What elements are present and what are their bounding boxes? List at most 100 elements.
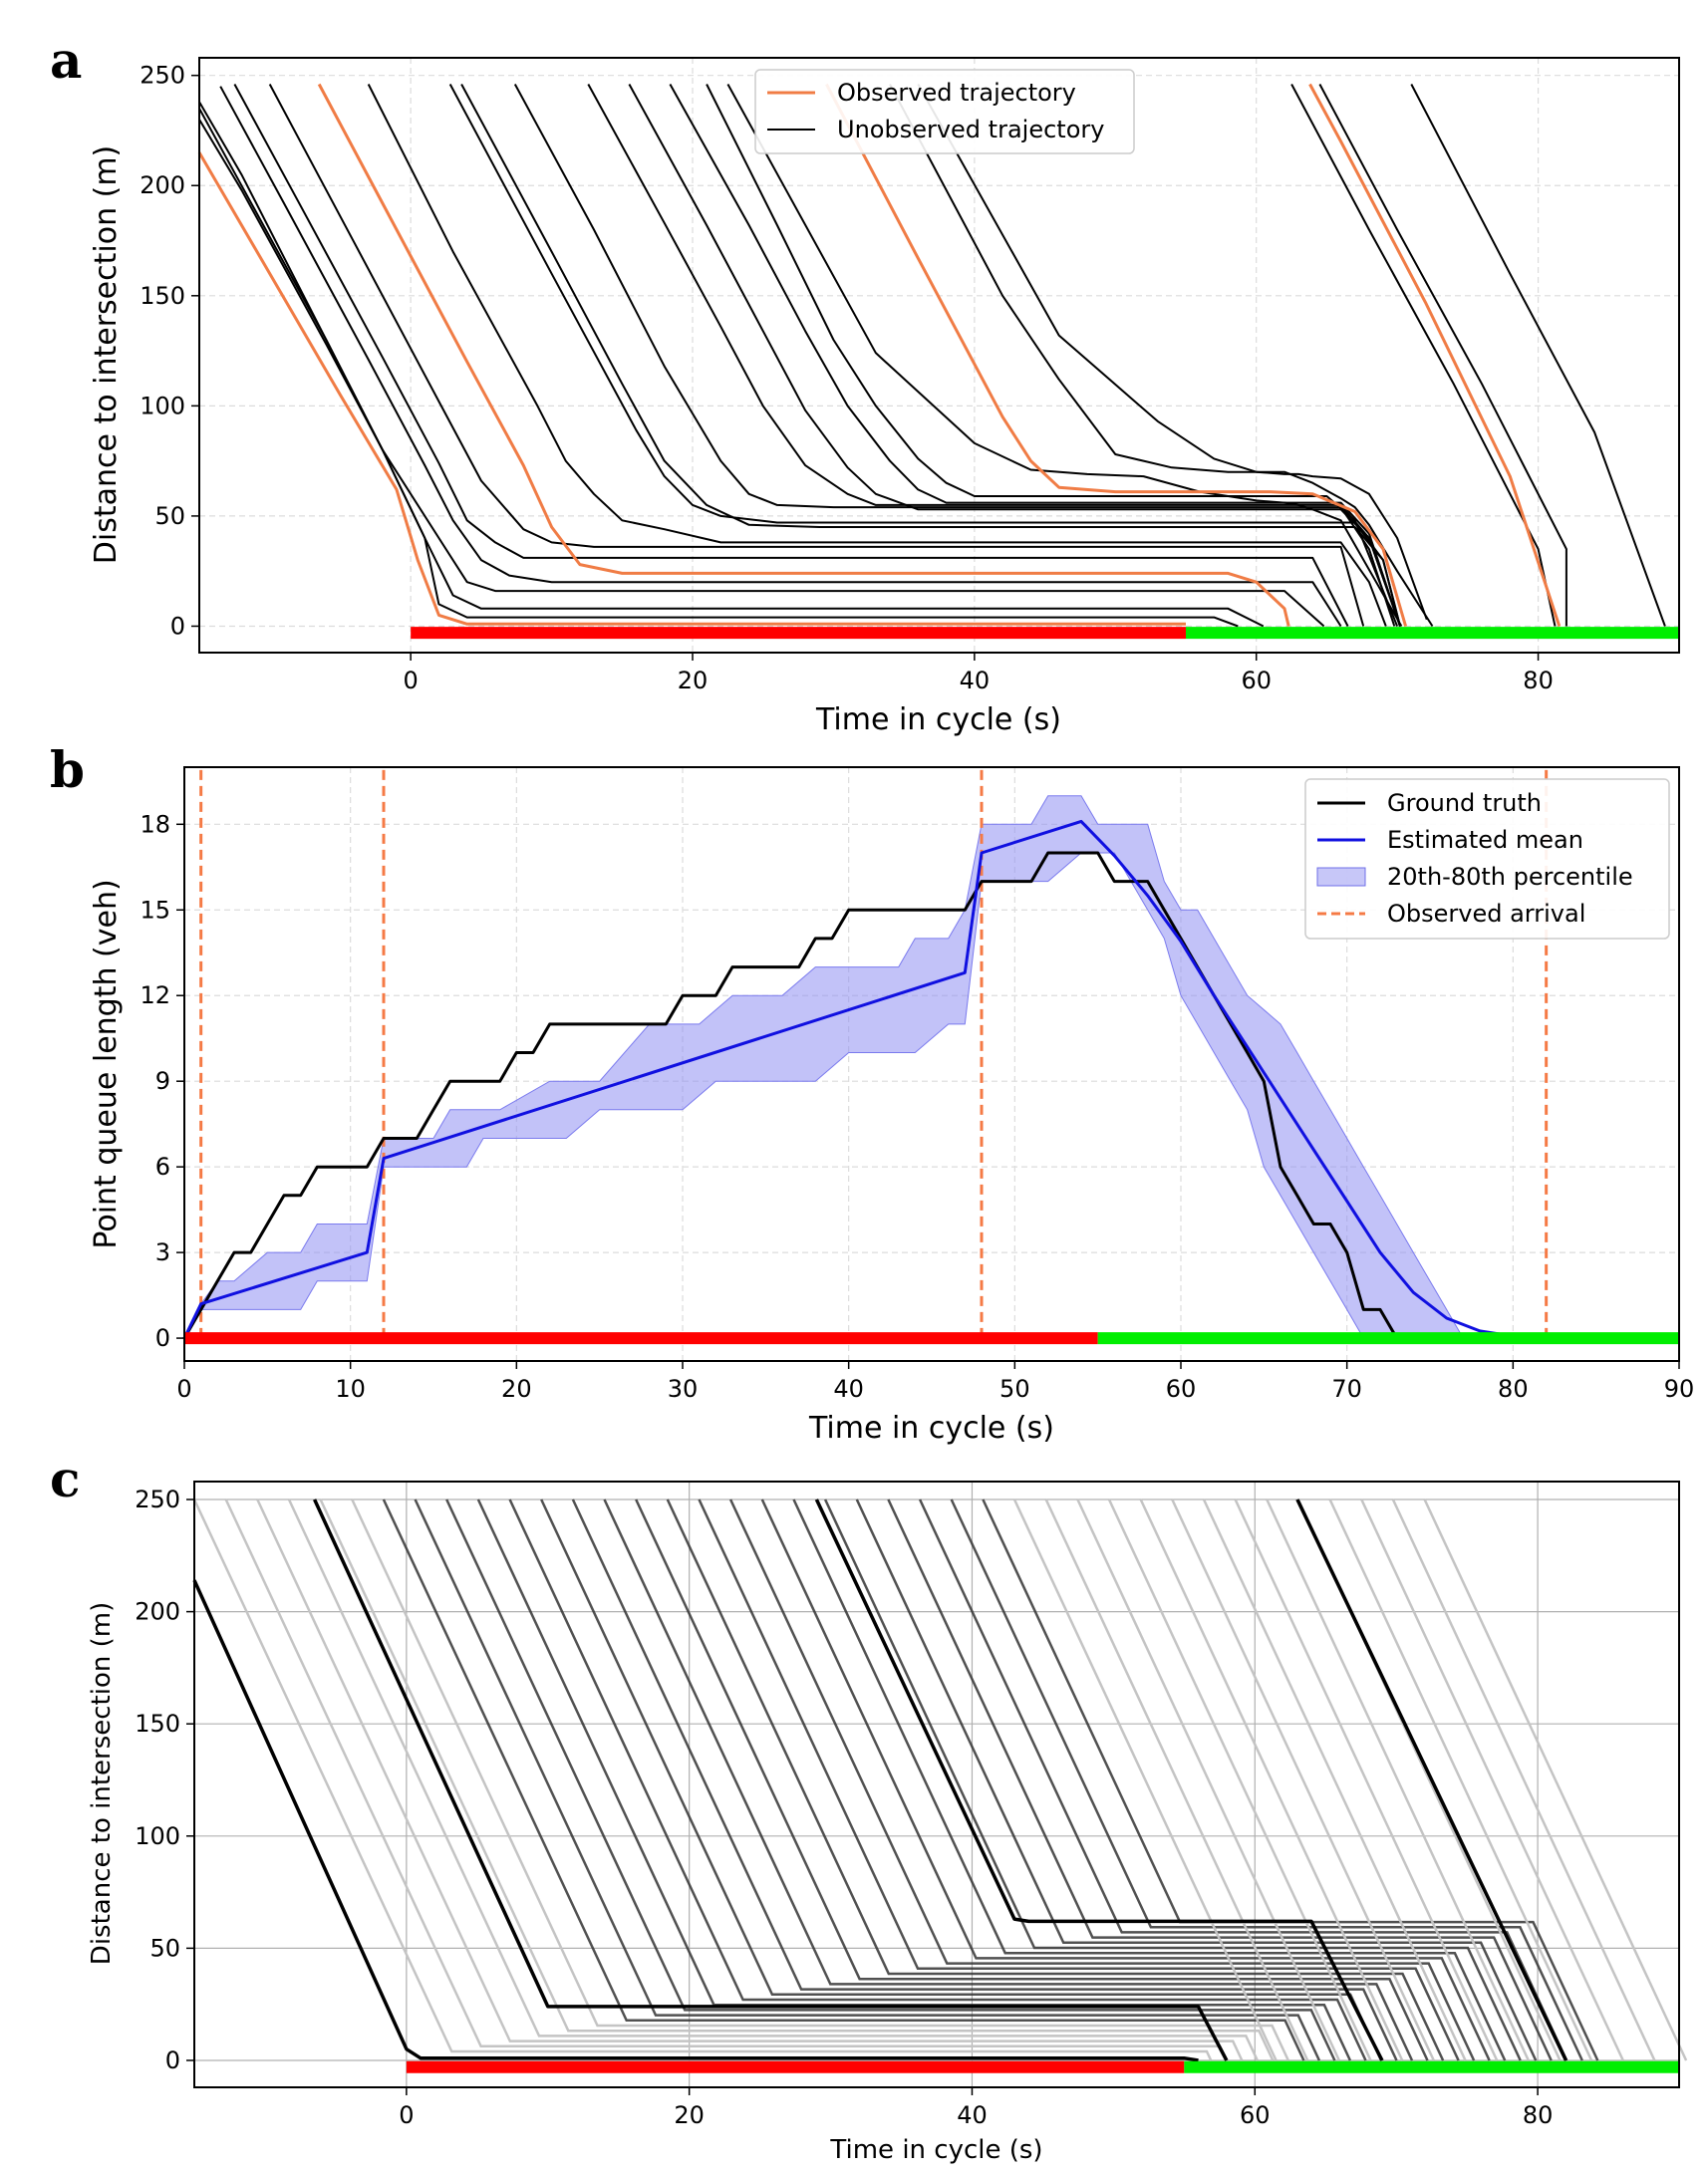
- b-y-tick-label: 15: [140, 896, 170, 924]
- panel-letter-a: a: [50, 31, 82, 90]
- c-y-tick-label: 150: [135, 1710, 180, 1738]
- c-highlighted-trajectory-0: [192, 1579, 1199, 2062]
- b-y-tick-label: 12: [140, 981, 170, 1009]
- c-x-tick-label: 80: [1523, 2101, 1554, 2129]
- a-observed-trajectory-3: [1308, 83, 1562, 627]
- c-x-tick-label: 20: [674, 2101, 705, 2129]
- b-y-tick-label: 18: [140, 810, 170, 838]
- c-y-axis-label: Distance to intersection (m): [87, 1602, 117, 1965]
- c-sample-trajectory-2: [256, 1498, 1244, 2061]
- c-sample-trajectory-24: [950, 1498, 1583, 2061]
- c-sample-trajectory-7: [414, 1498, 1321, 2061]
- a-legend-box: [754, 69, 1135, 154]
- b-legend-box: [1304, 778, 1670, 940]
- c-x-tick-label: 40: [957, 2101, 988, 2129]
- a-y-tick-label: 250: [140, 62, 185, 90]
- c-x-tick-label: 60: [1240, 2101, 1271, 2129]
- b-y-ticks: 0 3 6 9 12 15 18: [140, 810, 184, 1352]
- c-sample-trajectory-10: [508, 1498, 1367, 2061]
- b-y-tick-label: 6: [155, 1153, 170, 1181]
- c-y-tick-label: 250: [135, 1486, 180, 1513]
- b-estimated-mean-line: [182, 819, 1680, 1340]
- b-x-tick-label: 40: [833, 1375, 864, 1403]
- a-unobserved-trajectory-15: [889, 84, 1428, 621]
- a-legend: Observed trajectory Unobserved trajector…: [754, 69, 1135, 154]
- b-x-ticks: 0 10 20 30 40 50 60 70 80 90: [176, 1361, 1694, 1403]
- c-sample-trajectory-6: [382, 1498, 1305, 2061]
- a-x-tick-label: 20: [678, 667, 709, 694]
- b-x-axis-label: Time in cycle (s): [808, 1411, 1054, 1446]
- c-sample-trajectory-20: [823, 1498, 1522, 2061]
- a-unobserved-trajectory-13: [706, 84, 1399, 627]
- c-sample-trajectory-30: [1139, 1498, 1404, 2061]
- c-sample-trajectory-18: [760, 1498, 1491, 2061]
- c-sample-trajectory-31: [1171, 1498, 1435, 2061]
- c-sampled-trajectories: [192, 1498, 1688, 2061]
- a-observed-trajectory-0: [197, 151, 1186, 626]
- a-x-tick-label: 0: [404, 667, 419, 694]
- c-sample-trajectory-26: [1012, 1498, 1278, 2061]
- c-sample-trajectory-32: [1202, 1498, 1467, 2061]
- b-x-tick-label: 50: [999, 1375, 1030, 1403]
- a-unobserved-trajectory-10: [587, 84, 1401, 627]
- a-unobserved-trajectory-7: [460, 84, 1401, 627]
- a-unobserved-trajectory-19: [1410, 84, 1666, 627]
- b-y-tick-label: 3: [155, 1238, 170, 1266]
- c-sample-trajectory-33: [1234, 1498, 1499, 2061]
- c-sample-trajectory-15: [666, 1498, 1445, 2061]
- b-legend-estimated: Estimated mean: [1387, 826, 1583, 854]
- a-legend-observed: Observed trajectory: [837, 79, 1076, 107]
- c-sample-trajectory-27: [1044, 1498, 1309, 2061]
- a-unobserved-trajectory-2: [198, 101, 1325, 628]
- c-sample-trajectory-17: [728, 1498, 1476, 2061]
- panel-a: 0 20 40 60 80 0 50 100 150 200 250 Time in cycle …: [89, 57, 1680, 737]
- c-y-tick-label: 100: [135, 1822, 180, 1850]
- a-unobserved-trajectory-1: [198, 119, 1265, 628]
- a-trajectories: [197, 83, 1666, 628]
- b-y-tick-label: 0: [155, 1324, 170, 1352]
- c-plot-frame: [193, 1481, 1680, 2088]
- a-x-tick-label: 40: [960, 667, 991, 694]
- a-y-tick-label: 0: [170, 612, 185, 640]
- b-plot-frame: [183, 766, 1680, 1362]
- b-y-axis-label: Point queue length (veh): [89, 879, 124, 1248]
- b-series-lines: [182, 819, 1680, 1340]
- a-unobserved-trajectory-4: [233, 84, 1349, 627]
- a-y-ticks: 0 50 100 150 200 250: [140, 62, 199, 640]
- c-sample-trajectory-19: [792, 1498, 1507, 2061]
- a-legend-unobserved: Unobserved trajectory: [837, 116, 1104, 143]
- a-unobserved-trajectory-9: [513, 84, 1396, 627]
- b-x-tick-label: 30: [668, 1375, 699, 1403]
- a-unobserved-trajectory-18: [1318, 84, 1567, 627]
- a-y-axis-label: Distance to intersection (m): [89, 145, 124, 564]
- b-ground-truth-line: [182, 851, 1679, 1340]
- c-y-tick-label: 0: [165, 2046, 180, 2074]
- c-sample-trajectory-5: [351, 1498, 1289, 2061]
- c-sample-trajectory-14: [635, 1498, 1429, 2061]
- c-sample-trajectory-29: [1107, 1498, 1372, 2061]
- c-sample-trajectory-21: [855, 1498, 1538, 2061]
- c-sample-trajectory-25: [982, 1498, 1599, 2061]
- a-unobserved-trajectory-5: [268, 84, 1365, 627]
- c-sample-trajectory-12: [571, 1498, 1398, 2061]
- b-x-tick-label: 20: [501, 1375, 532, 1403]
- c-highlighted-trajectory-1: [313, 1498, 1229, 2061]
- c-y-tick-label: 50: [149, 1934, 180, 1962]
- c-highlighted-trajectory-2: [814, 1498, 1384, 2061]
- b-y-tick-label: 9: [155, 1067, 170, 1095]
- a-unobserved-trajectory-8: [367, 84, 1387, 627]
- a-y-tick-label: 100: [140, 392, 185, 419]
- a-unobserved-trajectory-12: [669, 84, 1401, 627]
- a-observed-trajectory-1: [317, 83, 1290, 627]
- panel-b: 0 10 20 30 40 50 60 70 80 90 0 3 6 9 12 15 18 Time in c…: [89, 766, 1694, 1446]
- c-x-tick-label: 0: [399, 2101, 414, 2129]
- c-sample-trajectory-13: [603, 1498, 1414, 2061]
- c-sample-trajectory-37: [1360, 1498, 1624, 2061]
- a-x-tick-label: 80: [1523, 667, 1554, 694]
- c-sample-trajectory-4: [319, 1498, 1275, 2061]
- a-x-axis-label: Time in cycle (s): [815, 702, 1061, 737]
- c-sample-trajectory-34: [1266, 1498, 1530, 2061]
- a-unobserved-trajectory-11: [628, 84, 1401, 627]
- c-sample-trajectory-0: [192, 1498, 1213, 2061]
